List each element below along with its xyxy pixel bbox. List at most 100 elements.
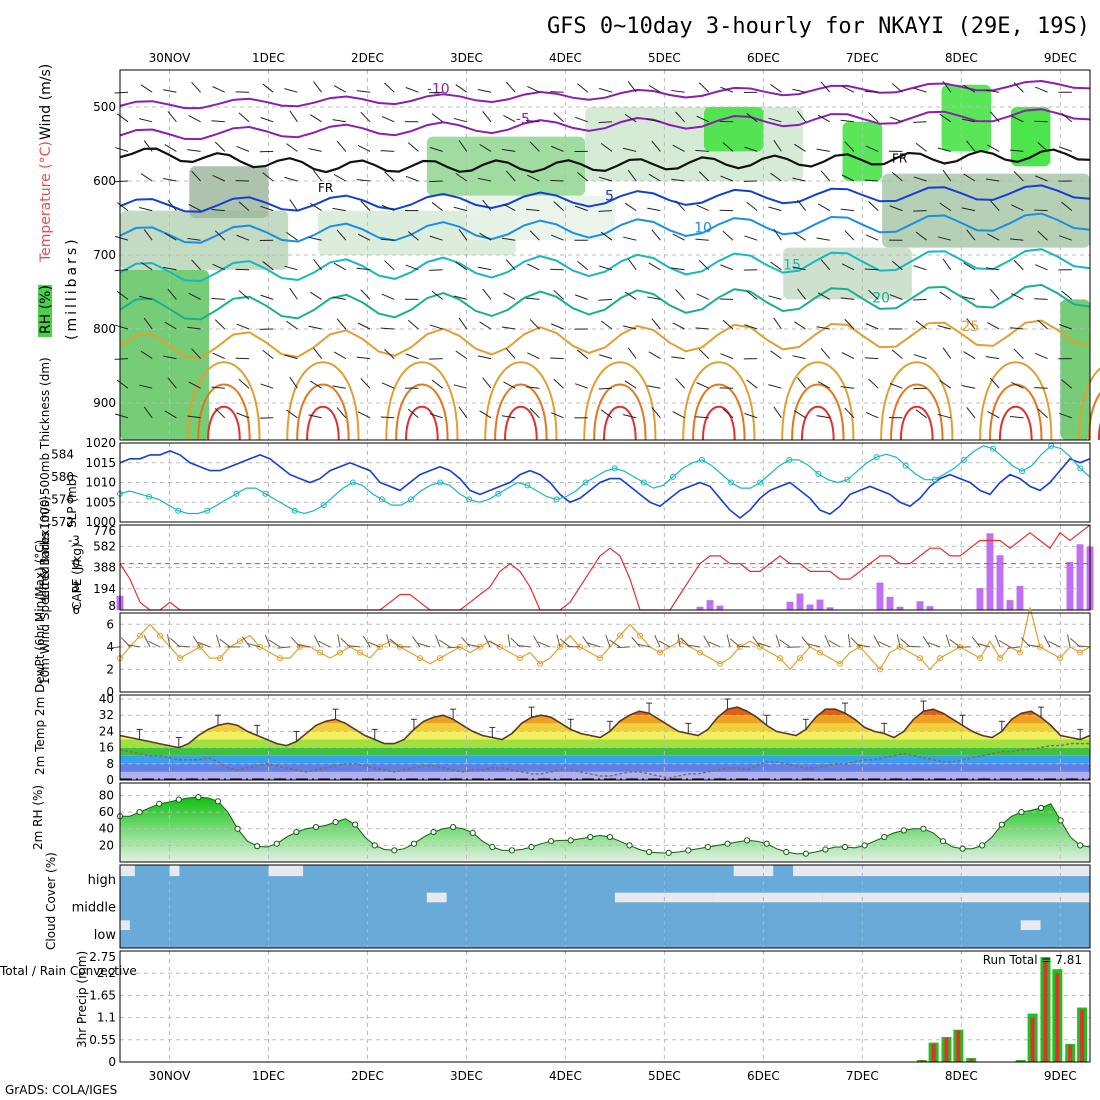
wind10m-label: 10m Wind Speed & Barbs (m/s) [38, 496, 52, 685]
wind-barb-staff [1034, 120, 1048, 123]
wind-barb-10m [107, 646, 121, 649]
date-label-top: 2DEC [351, 51, 384, 65]
wind-barb [212, 263, 226, 271]
wind-barb-staff [357, 322, 371, 330]
wind-barb [259, 150, 274, 153]
warm-contour [286, 361, 360, 441]
wind-barb [1061, 201, 1073, 211]
wind-barb [963, 84, 976, 93]
cape-bar [806, 604, 814, 610]
wind-barb-staff [937, 325, 951, 330]
wind-speed-marker [717, 660, 723, 667]
wind-barb-staff [166, 634, 171, 647]
wind-barb [598, 298, 613, 301]
wind-barb-10m [582, 636, 591, 648]
rh-marker [724, 840, 731, 847]
cape-bar [716, 605, 724, 610]
rh-marker [1057, 817, 1064, 824]
wind-barb [939, 291, 952, 300]
precip-convective-bar [1080, 1009, 1085, 1062]
wind-barb [794, 232, 806, 241]
wind-barb-10m [857, 644, 871, 648]
wind-barb [746, 379, 758, 389]
wind-barb [380, 327, 395, 330]
wind-barb-10m [277, 646, 291, 649]
wind-barb [744, 146, 758, 152]
date-label-top: 5DEC [648, 51, 681, 65]
wind-barb [187, 149, 201, 152]
wind-barb-10m [801, 636, 811, 648]
wind-barb [1013, 171, 1024, 182]
wind-barb [1011, 381, 1024, 389]
wind-barb [651, 407, 661, 419]
wind-labels: 10m Wind Speed & Barbs (m/s) [38, 496, 52, 685]
precip-convective-bar [956, 1030, 961, 1062]
wind-speed-marker [697, 649, 703, 656]
wind-barb-staff [235, 357, 250, 360]
wind-barb [695, 327, 709, 330]
wind-barb-staff [164, 144, 177, 152]
wind-barb-staff [259, 328, 274, 330]
wind-barb-staff [1058, 235, 1072, 241]
wind-barb-10m [587, 642, 601, 648]
wind-barb [313, 258, 322, 271]
wind-barb-10m [241, 636, 251, 648]
wind-barb [773, 317, 782, 330]
wind-barb [840, 386, 855, 389]
cape-bar [1066, 561, 1074, 610]
wind-speed-marker [337, 649, 343, 656]
wind-barb-staff [310, 202, 322, 212]
wind-barb-staff [529, 141, 540, 152]
wind-barb-staff [114, 147, 129, 152]
wind-barb [143, 140, 153, 152]
rh-marker [939, 838, 947, 845]
cloud-gap [793, 865, 1090, 877]
wind-barb-staff [284, 354, 298, 360]
wind-barb-staff [527, 174, 540, 182]
wind-barb [1013, 348, 1024, 359]
wind-barb-staff [627, 81, 637, 93]
rh-marker [391, 847, 398, 854]
wind-barb-10m [447, 646, 461, 649]
wind-barb-10m [362, 635, 371, 648]
wind-barb-staff [501, 415, 516, 419]
wind-barb-10m [347, 645, 361, 648]
wind-barb [384, 348, 395, 359]
wind-barb-staff [503, 292, 516, 300]
wind-barb-10m [533, 635, 541, 648]
wind-barb [768, 295, 782, 300]
wind-barb [1037, 408, 1048, 419]
wind-barb-staff [922, 635, 931, 648]
wind-barb [381, 115, 395, 123]
rh-label: RH (%) [38, 285, 54, 334]
rh-marker [508, 847, 516, 854]
wind-barb-staff [647, 118, 661, 123]
y-tick-label: 600 [93, 174, 116, 188]
wind-barb-staff [260, 117, 274, 123]
wind-barb-staff [1007, 646, 1021, 649]
chart-title: GFS 0~10day 3-hourly for NKAYI (29E, 19S… [547, 14, 1090, 39]
wind-barb [191, 81, 201, 93]
wind-barb-staff [794, 321, 806, 330]
wind-barb-staff [431, 379, 443, 389]
wind-barb [651, 318, 661, 330]
temp-tick-label: 32 [99, 708, 114, 722]
wind-barb-staff [537, 641, 551, 648]
wind-barb-staff [360, 289, 371, 300]
isotherm-line [119, 283, 1091, 321]
wind-barb [817, 292, 831, 300]
wind-barb-staff [164, 321, 177, 330]
wind-barb [915, 409, 927, 419]
wind-barb-staff [927, 642, 941, 648]
wind-barb-staff [289, 110, 298, 123]
warm-contour [800, 405, 835, 441]
rh-line [120, 796, 1091, 855]
wind-barb [647, 296, 661, 300]
wind-barb [404, 298, 419, 300]
wind-barb-staff [477, 177, 492, 182]
wind-barb [163, 355, 177, 360]
rh-marker [469, 829, 476, 836]
date-label-bottom: 30NOV [149, 1069, 191, 1083]
wind-barb-staff [873, 635, 881, 648]
wind-barb [501, 148, 516, 152]
